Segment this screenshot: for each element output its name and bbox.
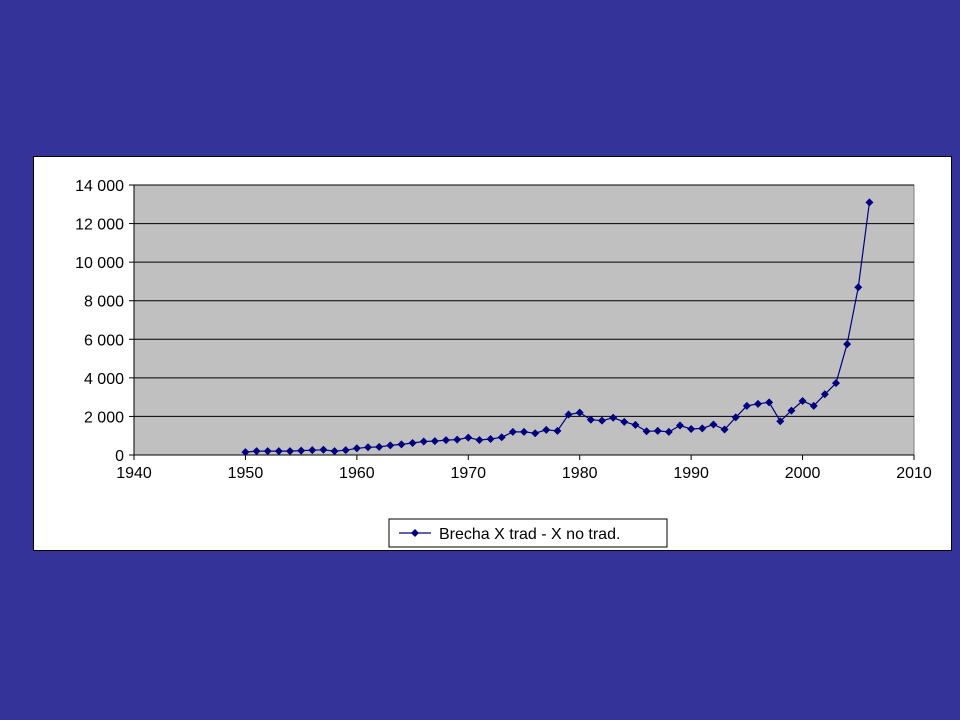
data-point	[653, 426, 662, 435]
data-point	[854, 283, 863, 292]
x-tick-label: 2000	[785, 465, 821, 482]
data-point	[286, 447, 294, 456]
x-tick-label: 1960	[339, 465, 375, 482]
data-point	[598, 416, 606, 425]
data-point	[352, 444, 361, 453]
data-point	[520, 427, 528, 436]
data-point	[274, 447, 283, 456]
data-point	[720, 425, 729, 434]
data-point	[787, 406, 796, 415]
y-tick-label: 0	[115, 448, 124, 465]
data-point	[386, 441, 395, 450]
data-point	[263, 447, 272, 456]
data-point	[408, 439, 417, 448]
axes	[129, 184, 915, 460]
data-point	[676, 421, 684, 430]
data-point	[241, 448, 250, 457]
data-point	[731, 413, 740, 422]
x-tick-label: 1970	[450, 465, 486, 482]
data-point	[820, 390, 829, 399]
data-point	[531, 429, 540, 438]
data-point	[609, 413, 618, 422]
data-point	[297, 446, 306, 455]
data-point	[765, 398, 774, 407]
data-point	[754, 399, 762, 408]
data-point	[865, 198, 874, 207]
data-point	[486, 434, 495, 443]
data-point	[475, 435, 484, 444]
data-point	[832, 379, 840, 388]
y-tick-label: 12 000	[75, 217, 124, 234]
data-point	[542, 425, 551, 434]
data-point	[364, 443, 372, 452]
y-tick-label: 10 000	[75, 255, 124, 272]
x-tick-label: 2010	[896, 465, 932, 482]
legend-box	[388, 518, 668, 548]
data-point	[564, 410, 573, 419]
y-tick-label: 4 000	[84, 371, 124, 388]
data-point	[776, 417, 785, 426]
data-point	[575, 408, 584, 417]
data-point	[453, 435, 462, 444]
data-point	[687, 424, 696, 433]
x-tick-label: 1990	[673, 465, 709, 482]
data-point	[664, 427, 673, 436]
y-tick-label: 8 000	[84, 294, 124, 311]
series-layer	[241, 198, 874, 457]
data-point	[464, 433, 473, 442]
x-tick-label: 1940	[116, 465, 152, 482]
data-point	[508, 427, 517, 436]
data-point	[620, 417, 629, 426]
data-point	[442, 436, 450, 445]
plot-area	[133, 184, 915, 456]
data-point	[742, 401, 751, 410]
data-point	[631, 420, 640, 429]
data-point	[809, 401, 818, 410]
data-point	[698, 424, 707, 433]
x-tick-label: 1980	[562, 465, 598, 482]
data-point	[341, 446, 350, 455]
data-point	[709, 420, 718, 429]
y-tick-label: 6 000	[84, 332, 124, 349]
y-tick-label: 2 000	[84, 409, 124, 426]
y-axis-tick-labels: 0 2 000 4 000 6 000 8 000 10 000 12 000 14 000	[75, 178, 124, 465]
data-point	[798, 397, 807, 405]
y-tick-label: 14 000	[75, 178, 124, 195]
data-point	[553, 426, 562, 435]
data-point	[252, 447, 261, 456]
data-point	[308, 446, 317, 455]
data-point	[497, 433, 506, 442]
x-axis-tick-labels: 1940 1950 1960 1970 1980 1990 2000 2010	[116, 465, 932, 482]
legend: Brecha X trad - X no trad.	[388, 518, 668, 548]
data-point	[319, 445, 328, 454]
data-point	[330, 447, 339, 456]
data-point	[586, 415, 595, 424]
data-point	[375, 442, 384, 451]
legend-label: Brecha X trad - X no trad.	[439, 526, 620, 543]
legend-marker	[411, 529, 419, 537]
data-point	[642, 427, 651, 436]
data-point	[843, 340, 852, 349]
gridlines	[134, 184, 914, 417]
data-point	[419, 437, 428, 446]
data-point	[397, 440, 406, 449]
x-tick-label: 1950	[228, 465, 264, 482]
data-point	[430, 437, 439, 446]
